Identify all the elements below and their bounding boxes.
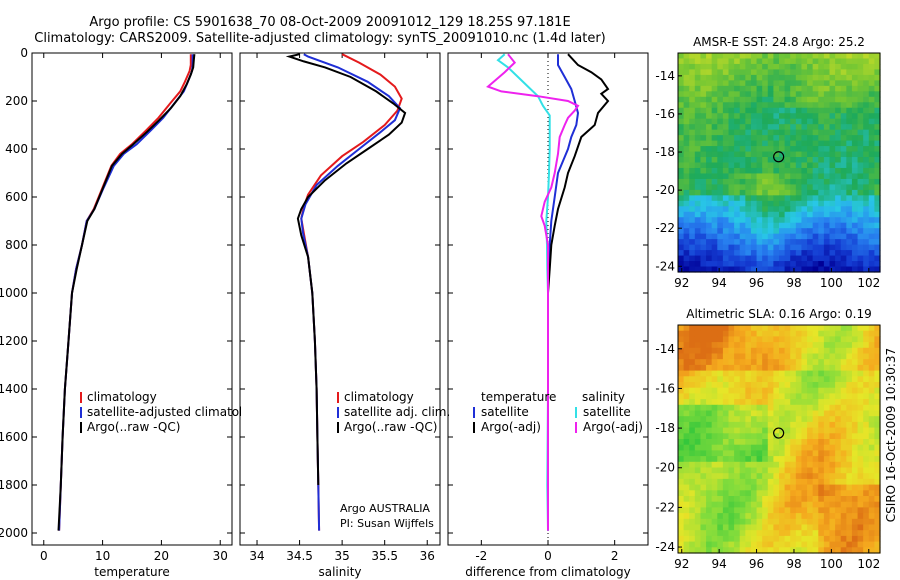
argo-float-position-marker bbox=[773, 427, 785, 439]
y-tick-label: 1000 bbox=[0, 286, 28, 300]
sla_map-title: Altimetric SLA: 0.16 Argo: 0.19 bbox=[686, 307, 871, 321]
y-tick-label: -20 bbox=[655, 461, 675, 475]
temperature-xlabel: temperature bbox=[94, 565, 169, 579]
x-tick-label: 34.5 bbox=[286, 549, 313, 563]
salinity-series-argo-raw-qc- bbox=[285, 53, 407, 486]
y-tick-label: 800 bbox=[5, 238, 28, 252]
y-tick-label: 0 bbox=[20, 46, 28, 60]
y-tick-label: -14 bbox=[655, 69, 675, 83]
x-tick-label: 102 bbox=[857, 557, 880, 571]
sst-map-panel: 92 94 96 98 100 102 -14 -16 -18 -20 -22 -24 AMSR-E S… bbox=[655, 35, 881, 290]
y-tick-label: -24 bbox=[655, 259, 675, 273]
y-tick-label: -18 bbox=[655, 145, 675, 159]
x-tick-label: 36 bbox=[420, 549, 435, 563]
y-tick-label: -14 bbox=[655, 342, 675, 356]
legend-entry: Argo(..raw -QC) bbox=[344, 420, 437, 434]
x-tick-label: 92 bbox=[674, 557, 689, 571]
argo-float-position-marker bbox=[773, 151, 785, 163]
y-tick-label: 1800 bbox=[0, 478, 28, 492]
figure-title-line1: Argo profile: CS 5901638_70 08-Oct-2009 … bbox=[89, 15, 570, 30]
legend-entry: Argo(..raw -QC) bbox=[87, 420, 180, 434]
x-tick-label: 102 bbox=[857, 276, 880, 290]
y-tick-label: -24 bbox=[655, 540, 675, 554]
salinity-panel: 34 34.5 35 35.5 36 salinity climatologysatelli… bbox=[239, 52, 450, 579]
sla-map-panel: 92 94 96 98 100 102 -14 -16 -18 -20 -22 -24 Altimetr… bbox=[655, 307, 881, 571]
temperature-series-climatology bbox=[58, 54, 192, 531]
legend-entry: satellite adj. clim. bbox=[344, 405, 450, 419]
salinity-series-climatology bbox=[300, 53, 403, 531]
sst_map-field bbox=[678, 53, 881, 273]
attribution-line1: Argo AUSTRALIA bbox=[340, 502, 430, 515]
temperature-panel: 0 10 20 30 0 200 400 600 800 1000 1200 1400 1600 1800… bbox=[0, 46, 265, 579]
y-tick-label: 200 bbox=[5, 94, 28, 108]
x-tick-label: 2 bbox=[611, 549, 619, 563]
x-tick-label: 98 bbox=[786, 557, 801, 571]
y-tick-label: -16 bbox=[655, 381, 675, 395]
x-tick-label: 10 bbox=[95, 549, 110, 563]
y-tick-label: -16 bbox=[655, 107, 675, 121]
x-tick-label: 20 bbox=[154, 549, 169, 563]
y-tick-label: 600 bbox=[5, 190, 28, 204]
difference-series-salinity-satellite bbox=[496, 53, 551, 531]
difference-xlabel: difference from climatology bbox=[465, 565, 631, 579]
legend-entry: satellite bbox=[583, 405, 631, 419]
x-tick-label: 96 bbox=[749, 276, 764, 290]
legend-entry: climatology bbox=[344, 390, 414, 404]
attribution-line2: PI: Susan Wijffels bbox=[340, 517, 434, 530]
legend-entry: climatology bbox=[87, 390, 157, 404]
legend-entry: satellite bbox=[481, 405, 529, 419]
salinity-axes-box bbox=[239, 52, 441, 546]
temperature-axes-box bbox=[31, 52, 233, 546]
x-tick-label: 0 bbox=[544, 549, 552, 563]
x-tick-label: 100 bbox=[820, 557, 843, 571]
sla_map-field bbox=[678, 325, 881, 554]
y-tick-label: -18 bbox=[655, 421, 675, 435]
sst_map-axes-box bbox=[677, 52, 881, 273]
y-tick-label: -20 bbox=[655, 183, 675, 197]
y-tick-label: -22 bbox=[655, 500, 675, 514]
legend-group-title: temperature bbox=[481, 390, 556, 404]
credit-text: CSIRO 16-Oct-2009 10:30:37 bbox=[884, 348, 898, 522]
x-tick-label: 92 bbox=[674, 276, 689, 290]
x-tick-label: 94 bbox=[712, 276, 727, 290]
y-tick-label: 1600 bbox=[0, 430, 28, 444]
legend-group-title: salinity bbox=[582, 390, 625, 404]
legend-entry: Argo(-adj) bbox=[481, 420, 541, 434]
y-tick-label: 1200 bbox=[0, 334, 28, 348]
y-tick-label: 400 bbox=[5, 142, 28, 156]
difference-panel: -2 0 2 difference from climatology temperatu… bbox=[447, 52, 649, 579]
x-tick-label: 98 bbox=[786, 276, 801, 290]
y-tick-label: 1400 bbox=[0, 382, 28, 396]
salinity-xlabel: salinity bbox=[318, 565, 361, 579]
difference-series-temperature-argo-adj- bbox=[547, 53, 610, 531]
x-tick-label: -2 bbox=[475, 549, 487, 563]
y-tick-label: 2000 bbox=[0, 526, 28, 540]
x-tick-label: 94 bbox=[712, 557, 727, 571]
y-tick-label: -22 bbox=[655, 221, 675, 235]
x-tick-label: 34 bbox=[249, 549, 264, 563]
difference-series-temperature-satellite bbox=[547, 54, 580, 531]
x-tick-label: 35.5 bbox=[371, 549, 398, 563]
sla_map-axes-box bbox=[677, 324, 881, 554]
temperature-series-satellite-adjusted-climatology bbox=[58, 54, 194, 531]
x-tick-label: 0 bbox=[40, 549, 48, 563]
difference-series-salinity-argo-adj- bbox=[486, 53, 580, 531]
legend-entry: Argo(-adj) bbox=[583, 420, 643, 434]
x-tick-label: 96 bbox=[749, 557, 764, 571]
x-tick-label: 100 bbox=[820, 276, 843, 290]
x-tick-label: 35 bbox=[334, 549, 349, 563]
x-tick-label: 30 bbox=[213, 549, 228, 563]
sst_map-title: AMSR-E SST: 24.8 Argo: 25.2 bbox=[693, 35, 865, 49]
figure-title-line2: Climatology: CARS2009. Satellite-adjuste… bbox=[34, 31, 606, 46]
legend-entry: satellite-adjusted climatology bbox=[87, 405, 265, 419]
temperature-series-argo-raw-qc- bbox=[57, 54, 196, 531]
